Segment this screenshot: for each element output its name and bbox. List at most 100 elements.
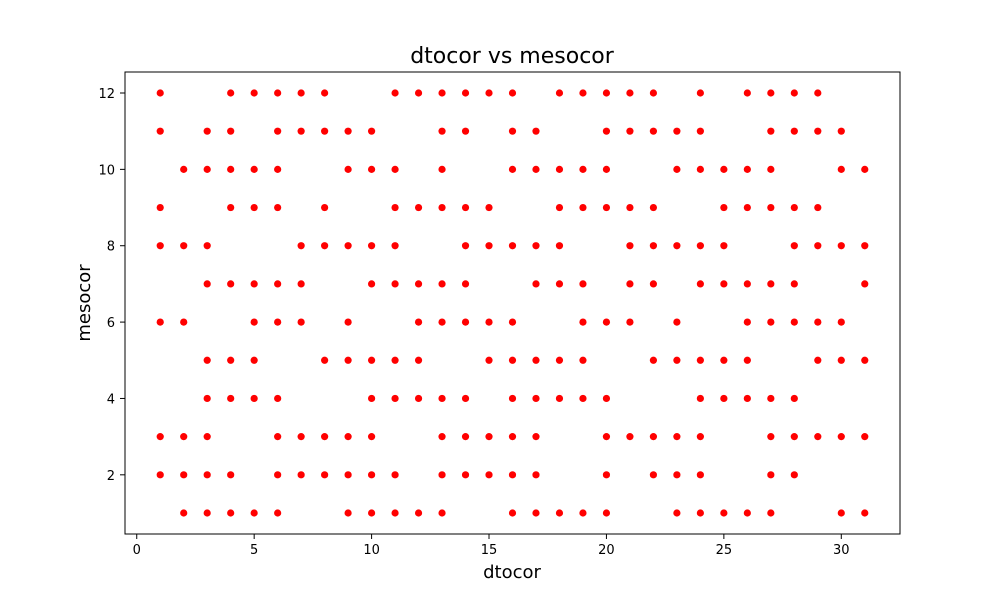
data-point	[438, 394, 446, 403]
data-point	[814, 127, 822, 135]
data-point	[837, 127, 845, 135]
data-point	[532, 280, 540, 288]
data-point	[180, 509, 188, 517]
data-point	[767, 89, 775, 97]
y-tick-label: 4	[107, 392, 115, 407]
data-point	[203, 394, 211, 403]
data-point	[438, 127, 446, 135]
data-point	[579, 89, 587, 97]
data-point	[391, 509, 399, 517]
data-point	[274, 127, 282, 135]
data-point	[367, 165, 376, 173]
data-point	[321, 242, 329, 250]
data-point	[203, 509, 211, 517]
data-point	[673, 433, 681, 441]
y-axis-label: mesocor	[74, 264, 95, 342]
data-point	[532, 394, 540, 403]
x-axis-ticks: 0 5 10 15 20 25 30	[133, 534, 850, 558]
data-point	[790, 89, 798, 97]
data-point	[321, 203, 329, 212]
data-point	[438, 509, 446, 517]
data-point	[814, 89, 822, 97]
data-point	[767, 318, 775, 326]
data-point	[250, 280, 258, 288]
data-point	[696, 356, 704, 364]
x-tick-label: 20	[598, 543, 615, 558]
data-point	[508, 127, 517, 135]
data-point	[743, 89, 751, 97]
data-point	[414, 509, 423, 517]
data-point	[673, 318, 681, 326]
data-point	[861, 433, 869, 441]
data-point	[602, 127, 611, 135]
data-point	[555, 356, 564, 364]
data-point	[156, 318, 164, 326]
data-point	[696, 165, 704, 173]
x-tick-label: 10	[363, 543, 380, 558]
data-point	[344, 356, 352, 364]
data-point	[649, 433, 658, 441]
data-point	[649, 89, 658, 97]
data-point	[767, 165, 775, 173]
data-point	[414, 203, 423, 212]
data-point	[508, 509, 517, 517]
data-point	[579, 318, 587, 326]
data-point	[321, 471, 329, 479]
data-point	[391, 203, 399, 212]
data-point	[297, 318, 305, 326]
data-point	[250, 394, 258, 403]
data-point	[720, 203, 728, 212]
data-point	[156, 203, 164, 212]
data-point	[203, 165, 211, 173]
data-point	[602, 165, 611, 173]
data-point	[227, 127, 235, 135]
data-point	[649, 471, 658, 479]
data-point	[767, 127, 775, 135]
data-point	[555, 280, 564, 288]
data-point	[297, 471, 305, 479]
data-point	[790, 318, 798, 326]
y-tick-label: 6	[107, 316, 115, 331]
data-point	[532, 509, 540, 517]
data-point	[274, 318, 282, 326]
data-point	[344, 433, 352, 441]
data-point	[837, 509, 845, 517]
data-point	[626, 318, 634, 326]
data-point	[743, 394, 751, 403]
data-point	[508, 471, 517, 479]
data-point	[508, 356, 517, 364]
data-point	[790, 242, 798, 250]
data-point	[743, 318, 751, 326]
data-point	[532, 433, 540, 441]
data-point	[438, 471, 446, 479]
data-point	[814, 318, 822, 326]
data-point	[767, 471, 775, 479]
data-point	[203, 242, 211, 250]
data-point	[156, 242, 164, 250]
data-point	[673, 471, 681, 479]
data-point	[579, 203, 587, 212]
data-point	[274, 433, 282, 441]
data-point	[180, 433, 188, 441]
data-point	[461, 394, 470, 403]
data-point	[579, 394, 587, 403]
data-point	[508, 318, 517, 326]
data-point	[156, 127, 164, 135]
y-tick-label: 12	[98, 87, 115, 102]
data-point	[274, 394, 282, 403]
data-point	[367, 242, 376, 250]
data-point	[156, 89, 164, 97]
data-point	[250, 356, 258, 364]
data-point	[297, 280, 305, 288]
data-point	[790, 433, 798, 441]
data-point	[344, 242, 352, 250]
x-axis-label: dtocor	[483, 562, 541, 583]
data-point	[227, 165, 235, 173]
data-point	[297, 433, 305, 441]
data-point	[579, 165, 587, 173]
data-point	[203, 127, 211, 135]
data-point	[555, 203, 564, 212]
data-point	[227, 356, 235, 364]
data-point	[814, 242, 822, 250]
